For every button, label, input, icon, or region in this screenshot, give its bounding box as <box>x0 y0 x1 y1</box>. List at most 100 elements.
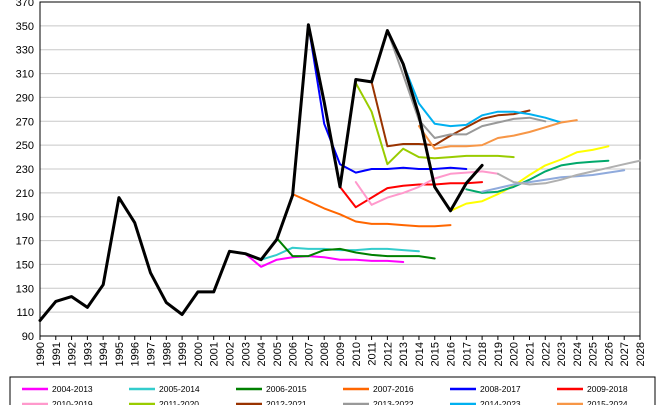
legend-entry-2011-2020: 2011-2020 <box>129 399 199 405</box>
x-tick-label: 2012 <box>382 342 394 366</box>
legend-label: 2008-2017 <box>480 384 521 394</box>
x-tick-label: 2003 <box>240 342 252 366</box>
legend-entry-2006-2015: 2006-2015 <box>236 384 307 394</box>
legend: 2004-2013 2005-2014 2006-2015 2007-2016 2008… <box>9 376 656 405</box>
legend-entry-2007-2016: 2007-2016 <box>343 384 414 394</box>
legend-label: 2015-2024 <box>587 399 628 405</box>
x-tick-label: 2005 <box>272 342 284 366</box>
x-tick-label: 2018 <box>477 342 489 366</box>
x-tick-label: 2021 <box>524 342 536 366</box>
legend-label: 2011-2020 <box>159 399 199 405</box>
y-tick-label: 190 <box>16 212 34 224</box>
series-line-2006-2015 <box>275 237 436 260</box>
x-tick-label: 2019 <box>493 342 505 366</box>
x-tick-label: 2025 <box>588 342 600 366</box>
x-tick-label: 1990 <box>35 342 47 366</box>
x-tick-label: 2024 <box>572 342 584 366</box>
series-lines <box>38 23 641 322</box>
plot-area-border <box>39 1 641 337</box>
x-tick-label: 1993 <box>82 342 94 366</box>
x-tick-label: 1998 <box>161 342 173 366</box>
series-line-2016-2025 <box>449 145 610 212</box>
x-tick-label: 2017 <box>461 342 473 366</box>
x-axis-ticks: 1990 1991 1992 1993 1994 1995 1996 1997 1998 1999… <box>35 336 647 366</box>
series-line-2009-2018 <box>339 181 484 209</box>
x-tick-label: 2009 <box>335 342 347 366</box>
legend-entry-2004-2013: 2004-2013 <box>22 384 93 394</box>
series-line-2014-2023 <box>402 63 563 128</box>
x-tick-label: 2010 <box>351 342 363 366</box>
legend-entry-2008-2017: 2008-2017 <box>450 384 521 394</box>
legend-label: 2004-2013 <box>52 384 93 394</box>
y-tick-label: 90 <box>22 331 34 343</box>
y-tick-label: 310 <box>16 69 34 81</box>
series-line-actual <box>38 23 484 322</box>
legend-label: 2007-2016 <box>373 384 414 394</box>
x-tick-label: 2000 <box>193 342 205 366</box>
x-tick-label: 2013 <box>398 342 410 366</box>
x-tick-label: 1992 <box>67 342 79 366</box>
y-tick-label: 150 <box>16 259 34 271</box>
legend-label: 2009-2018 <box>587 384 628 394</box>
y-tick-label: 230 <box>16 164 34 176</box>
y-axis-ticks: 90 110 130 150 170 190 210 230 250 270 290 310 330 35… <box>16 0 34 343</box>
legend-box <box>9 376 656 405</box>
x-tick-label: 1997 <box>146 342 158 366</box>
x-tick-label: 2011 <box>367 342 379 366</box>
y-tick-label: 170 <box>16 236 34 248</box>
x-tick-label: 1994 <box>98 342 110 366</box>
legend-label: 2006-2015 <box>266 384 307 394</box>
y-tick-label: 370 <box>16 0 34 9</box>
x-tick-label: 2020 <box>509 342 521 366</box>
y-tick-label: 250 <box>16 140 34 152</box>
x-tick-label: 1995 <box>114 342 126 366</box>
y-tick-label: 330 <box>16 45 34 57</box>
y-tick-label: 210 <box>16 188 34 200</box>
series-line-2017-2026 <box>465 159 610 194</box>
legend-entry-2005-2014: 2005-2014 <box>129 384 200 394</box>
series-line-2007-2016 <box>291 193 452 228</box>
legend-label: 2005-2014 <box>159 384 200 394</box>
x-tick-label: 2026 <box>603 342 615 366</box>
legend-entry-2010-2019: 2010-2019 <box>22 399 93 405</box>
y-tick-label: 270 <box>16 116 34 128</box>
legend-entry-2014-2023: 2014-2023 <box>450 399 521 405</box>
x-tick-label: 2014 <box>414 342 426 366</box>
x-tick-label: 1999 <box>177 342 189 366</box>
series-line-2013-2022 <box>386 29 547 139</box>
series-line-2019-2028 <box>496 159 641 186</box>
x-tick-label: 2008 <box>319 342 331 366</box>
y-tick-label: 130 <box>16 283 34 295</box>
y-tick-label: 350 <box>16 21 34 33</box>
x-tick-label: 2027 <box>619 342 631 366</box>
legend-label: 2012-2021 <box>266 399 307 405</box>
legend-label: 2010-2019 <box>52 399 93 405</box>
x-tick-label: 2028 <box>635 342 647 366</box>
series-line-2012-2021 <box>370 80 531 148</box>
legend-entry-2015-2024: 2015-2024 <box>557 399 628 405</box>
x-tick-label: 2022 <box>540 342 552 366</box>
legend-entry-2009-2018: 2009-2018 <box>557 384 628 394</box>
x-tick-label: 2006 <box>288 342 300 366</box>
x-tick-label: 2007 <box>303 342 315 366</box>
series-line-2004-2013 <box>244 252 405 268</box>
legend-entry-2013-2022: 2013-2022 <box>343 399 414 405</box>
x-tick-label: 2016 <box>446 342 458 366</box>
x-tick-label: 2023 <box>556 342 568 366</box>
series-line-2015-2024 <box>417 119 578 150</box>
y-tick-label: 290 <box>16 92 34 104</box>
x-tick-label: 2001 <box>209 342 221 366</box>
legend-label: 2014-2023 <box>480 399 521 405</box>
x-tick-label: 2004 <box>256 342 268 366</box>
x-tick-label: 2002 <box>224 342 236 366</box>
series-line-2010-2019 <box>354 170 499 206</box>
legend-label: 2013-2022 <box>373 399 414 405</box>
y-tick-label: 110 <box>16 307 34 319</box>
x-tick-label: 2015 <box>430 342 442 366</box>
x-tick-label: 1991 <box>51 342 63 366</box>
x-tick-label: 1996 <box>130 342 142 366</box>
series-line-2018-2027 <box>481 169 626 193</box>
